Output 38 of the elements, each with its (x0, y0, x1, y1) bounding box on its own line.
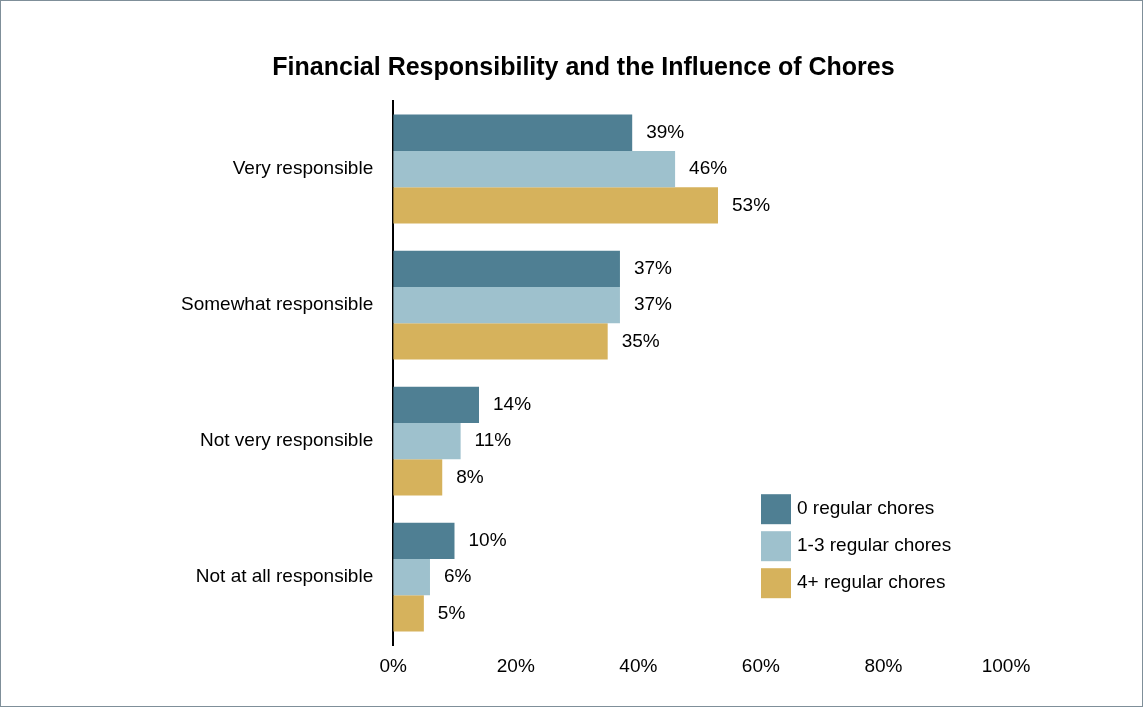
data-label: 35% (621, 329, 660, 351)
bar (393, 559, 430, 596)
bar (393, 595, 424, 632)
y-tick-label: Very responsible (232, 157, 374, 179)
bar (393, 114, 633, 151)
y-tick-label: Not very responsible (200, 429, 374, 451)
bar (393, 150, 676, 188)
data-label: 39% (646, 120, 685, 142)
bar (393, 522, 455, 560)
bar (393, 386, 480, 423)
bar (393, 422, 461, 460)
data-label: 53% (731, 193, 771, 215)
bar (393, 250, 620, 287)
data-label: 37% (633, 293, 673, 315)
bar (393, 286, 620, 324)
data-label: 5% (437, 601, 466, 623)
data-label: 10% (468, 529, 507, 551)
legend-label: 4+ regular chores (797, 571, 946, 593)
y-tick-label: Not at all responsible (195, 565, 374, 587)
chart-title: Financial Responsibility and the Influence of Chores (272, 51, 895, 80)
data-label: 14% (493, 393, 532, 415)
legend-label: 1-3 regular chores (797, 534, 952, 556)
x-tick-label: 20% (496, 654, 535, 676)
bar (393, 459, 443, 496)
x-tick-label: 40% (619, 654, 658, 676)
y-tick-label: Somewhat responsible (181, 293, 374, 315)
x-tick-label: 80% (864, 654, 903, 676)
bar (393, 323, 608, 360)
data-label: 8% (456, 465, 484, 487)
x-tick-label: 60% (741, 654, 781, 676)
data-label: 11% (474, 429, 512, 451)
data-label: 46% (689, 157, 728, 179)
bar (393, 187, 718, 224)
legend-label: 0 regular chores (797, 497, 935, 519)
x-tick-label: 0% (379, 654, 408, 676)
data-label: 37% (633, 257, 673, 279)
x-tick-label: 100% (981, 654, 1031, 676)
data-label: 6% (443, 565, 472, 587)
